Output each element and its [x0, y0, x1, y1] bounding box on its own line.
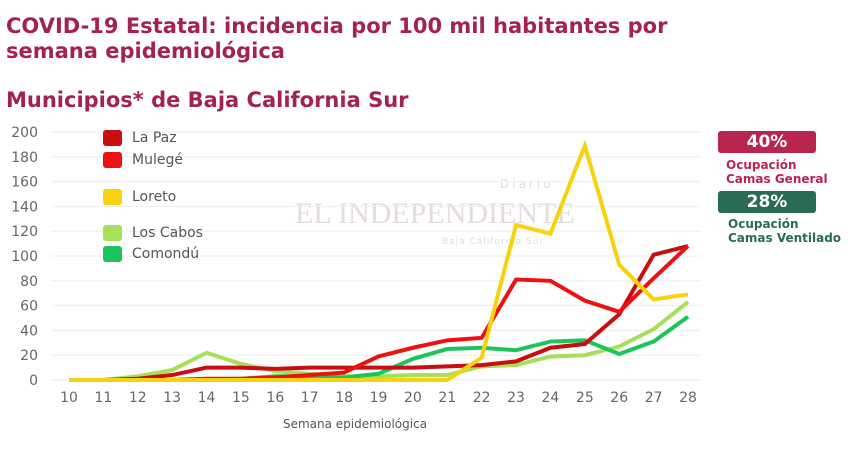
- legend-label: La Paz: [132, 130, 177, 146]
- legend-swatch: [103, 225, 122, 241]
- legend-swatch: [103, 152, 122, 168]
- legend-label: Los Cabos: [132, 225, 203, 241]
- badge-camas-ventilado-label: Ocupación Camas Ventilado: [728, 217, 841, 245]
- x-tick-label: 12: [129, 390, 147, 406]
- x-tick-label: 28: [679, 390, 697, 406]
- x-tick-label: 26: [610, 390, 628, 406]
- y-tick-label: 200: [11, 125, 38, 141]
- page-title: COVID-19 Estatal: incidencia por 100 mil…: [6, 14, 668, 63]
- y-tick-label: 20: [20, 348, 38, 364]
- x-tick-label: 14: [198, 390, 216, 406]
- series-line-loreto: [69, 139, 689, 382]
- label-line: Ocupación: [728, 217, 799, 231]
- legend-swatch: [103, 189, 122, 205]
- series-line-mulegé: [69, 244, 690, 382]
- badge-camas-general-label: Ocupación Camas General: [726, 158, 828, 186]
- y-tick-label: 140: [11, 199, 38, 215]
- badge-camas-general: 40%: [718, 131, 816, 153]
- x-tick-label: 13: [163, 390, 181, 406]
- x-tick-label: 17: [301, 390, 319, 406]
- legend-swatch: [103, 130, 122, 146]
- legend-item-comondu: Comondú: [103, 246, 199, 262]
- x-tick-label: 20: [404, 390, 422, 406]
- series-line-la-paz: [69, 244, 689, 382]
- label-line: Camas Ventilado: [728, 231, 842, 245]
- y-tick-label: 0: [29, 373, 38, 389]
- label-line: Ocupación: [726, 158, 797, 172]
- x-tick-label: 11: [94, 390, 112, 406]
- legend-label: Comondú: [132, 246, 200, 262]
- badge-camas-ventilado: 28%: [718, 191, 816, 213]
- watermark-top: Diario: [500, 177, 554, 191]
- label-line: Camas General: [726, 172, 828, 186]
- x-tick-label: 15: [232, 390, 250, 406]
- legend-label: Mulegé: [132, 152, 183, 168]
- x-tick-label: 27: [645, 390, 663, 406]
- x-tick-label: 23: [507, 390, 525, 406]
- y-tick-label: 40: [20, 323, 38, 339]
- x-tick-label: 10: [60, 390, 78, 406]
- x-tick-label: 22: [473, 390, 491, 406]
- page-subtitle: Municipios* de Baja California Sur: [6, 88, 409, 112]
- x-tick-label: 25: [576, 390, 594, 406]
- x-tick-label: 16: [266, 390, 284, 406]
- y-tick-label: 120: [11, 224, 38, 240]
- watermark-brand: EL INDEPENDIENTE: [295, 197, 575, 230]
- y-tick-label: 80: [20, 274, 38, 290]
- x-tick-label: 21: [438, 390, 456, 406]
- legend-swatch: [103, 246, 122, 262]
- x-tick-label: 19: [370, 390, 388, 406]
- legend-item-mulege: Mulegé: [103, 152, 183, 168]
- y-tick-label: 160: [11, 175, 38, 191]
- legend-item-loreto: Loreto: [103, 189, 176, 205]
- watermark-bottom: Baja California Sur: [442, 237, 545, 247]
- x-axis-label: Semana epidemiológica: [283, 417, 427, 431]
- y-tick-label: 100: [11, 249, 38, 265]
- y-tick-label: 60: [20, 299, 38, 315]
- legend-item-la-paz: La Paz: [103, 130, 177, 146]
- x-tick-label: 24: [542, 390, 560, 406]
- series-line-los-cabos: [69, 300, 690, 382]
- y-tick-label: 180: [11, 150, 38, 166]
- x-tick-label: 18: [335, 390, 353, 406]
- legend-label: Loreto: [132, 189, 177, 205]
- legend-item-los-cabos: Los Cabos: [103, 225, 203, 241]
